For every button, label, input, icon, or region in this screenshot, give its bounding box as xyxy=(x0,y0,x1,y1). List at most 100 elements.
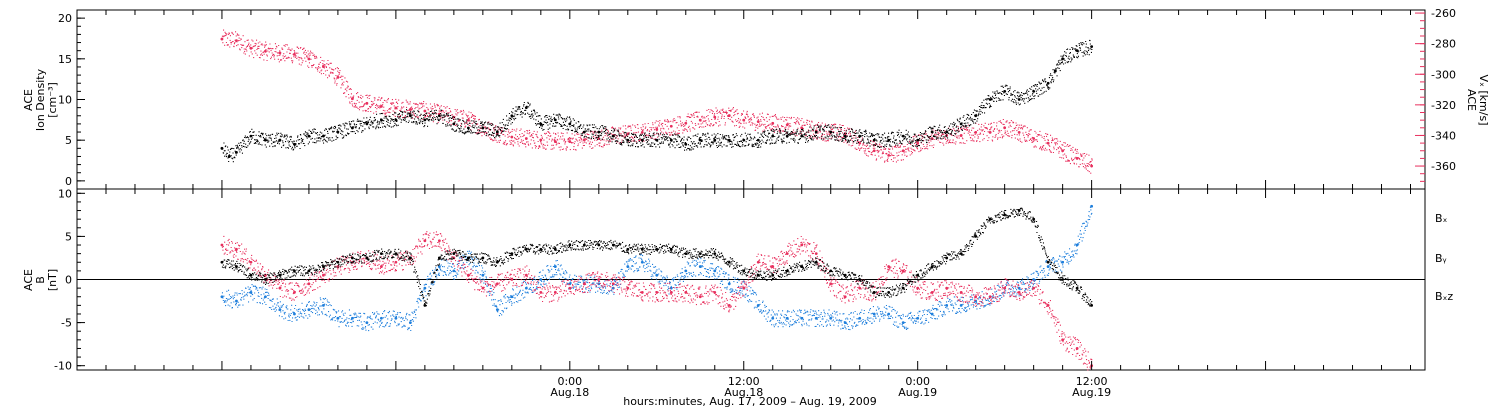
data-point xyxy=(988,295,992,299)
data-point xyxy=(626,247,630,251)
data-point xyxy=(423,303,427,307)
top-panel-frame xyxy=(76,9,1426,190)
data-point xyxy=(1090,164,1094,168)
data-point xyxy=(1017,98,1021,101)
velocity-y-axis: -260 -280 -300 -320 -340 -360 xyxy=(1415,7,1456,182)
data-point xyxy=(394,260,398,264)
time-x-axis: 0:00Aug.1812:00Aug.180:00Aug.1912:00Aug.… xyxy=(105,10,1412,399)
data-point xyxy=(814,252,818,256)
data-point xyxy=(423,239,427,243)
y2-tick-label: -340 xyxy=(1431,129,1456,142)
y2-tick-label: -280 xyxy=(1431,38,1456,51)
ion-density-ylabel-line-1: ACE xyxy=(22,89,35,111)
data-point xyxy=(539,122,543,126)
data-point xyxy=(568,243,572,247)
data-point xyxy=(655,127,659,131)
data-point xyxy=(553,265,557,268)
data-point xyxy=(771,134,775,138)
data-point xyxy=(945,286,949,290)
velocity-ylabel-line-2: Vₓ [km/s] xyxy=(1477,74,1490,125)
series-scatter xyxy=(221,206,1093,332)
y2-tick-label: -260 xyxy=(1431,7,1456,20)
magnetic-field-ylabel-line-1: ACE xyxy=(22,269,35,291)
data-point xyxy=(626,265,630,268)
data-point xyxy=(307,282,311,286)
data-point xyxy=(887,153,891,157)
data-point xyxy=(423,286,427,290)
y2-tick-label: -320 xyxy=(1431,99,1456,112)
data-point xyxy=(1046,81,1050,85)
magnetic-field-panel: -10 -5 0 5 10 ACE B [nT] Bₓ Bᵧ Bₓz xyxy=(22,187,1453,372)
data-point xyxy=(713,291,717,294)
data-point xyxy=(322,265,325,268)
velocity-ylabel-line-1: ACE xyxy=(1465,89,1478,111)
series-bz xyxy=(220,231,1094,371)
data-point xyxy=(901,269,905,273)
data-point xyxy=(988,98,992,101)
data-point xyxy=(264,295,267,299)
data-point xyxy=(785,252,789,256)
data-point xyxy=(481,273,485,277)
data-point xyxy=(1061,338,1065,342)
data-point xyxy=(495,308,499,312)
data-point xyxy=(466,126,470,130)
data-point xyxy=(843,134,847,138)
data-point xyxy=(379,265,383,268)
series-density xyxy=(220,39,1094,163)
data-point xyxy=(1003,286,1007,290)
data-point xyxy=(626,286,630,290)
data-point xyxy=(510,114,514,118)
y-tick-label: 0 xyxy=(65,175,72,188)
data-point xyxy=(640,247,644,251)
data-point xyxy=(916,286,920,290)
x-tick-date: Aug.18 xyxy=(724,386,763,399)
magnetic-field-marks xyxy=(76,188,1426,371)
y2-tick-label: -300 xyxy=(1431,68,1456,81)
data-point xyxy=(887,265,891,268)
x-tick-date: Aug.19 xyxy=(898,386,937,399)
data-point xyxy=(916,141,920,145)
x-tick-date: Aug.19 xyxy=(1072,386,1111,399)
data-point xyxy=(597,130,601,134)
y-tick-label: 5 xyxy=(65,134,72,147)
data-point xyxy=(713,115,717,119)
magnetic-field-ylabel-line-3: [nT] xyxy=(46,269,59,291)
data-point xyxy=(698,295,702,299)
ion-density-marks xyxy=(76,9,1426,190)
data-point xyxy=(597,278,601,281)
series-scatter xyxy=(221,29,1093,174)
ion-density-panel: 0 5 10 15 20 -260 -280 -300 -320 -340 -360 ACE Io… xyxy=(22,7,1490,190)
data-point xyxy=(452,269,456,273)
data-point xyxy=(365,101,369,105)
data-point xyxy=(264,49,267,53)
y-tick-label: 10 xyxy=(58,187,72,200)
data-point xyxy=(293,312,296,316)
data-point xyxy=(278,51,282,55)
series-scatter xyxy=(221,39,1093,163)
data-point xyxy=(713,269,717,273)
data-point xyxy=(858,316,862,320)
data-point xyxy=(350,256,354,260)
data-point xyxy=(611,282,615,286)
data-point xyxy=(669,247,673,251)
x-tick-label: 12:00 xyxy=(1076,375,1108,388)
data-point xyxy=(1032,278,1036,281)
y-tick-label: -5 xyxy=(61,317,72,330)
x-tick-label: 12:00 xyxy=(728,375,760,388)
data-point xyxy=(466,118,470,122)
data-point xyxy=(727,303,731,307)
y2-tick-label: -360 xyxy=(1431,160,1456,173)
data-point xyxy=(959,252,963,256)
series-velocity xyxy=(220,29,1094,174)
data-point xyxy=(539,291,543,294)
data-point xyxy=(1075,49,1079,53)
data-point xyxy=(800,134,804,138)
data-point xyxy=(249,291,253,294)
data-point xyxy=(408,321,412,324)
data-point xyxy=(1017,130,1021,134)
ion-density-ylabel-line-2: Ion Density xyxy=(34,68,47,131)
x-tick-label: 0:00 xyxy=(557,375,582,388)
magnetic-field-ylabel-line-2: B xyxy=(34,276,47,284)
data-point xyxy=(220,37,224,41)
